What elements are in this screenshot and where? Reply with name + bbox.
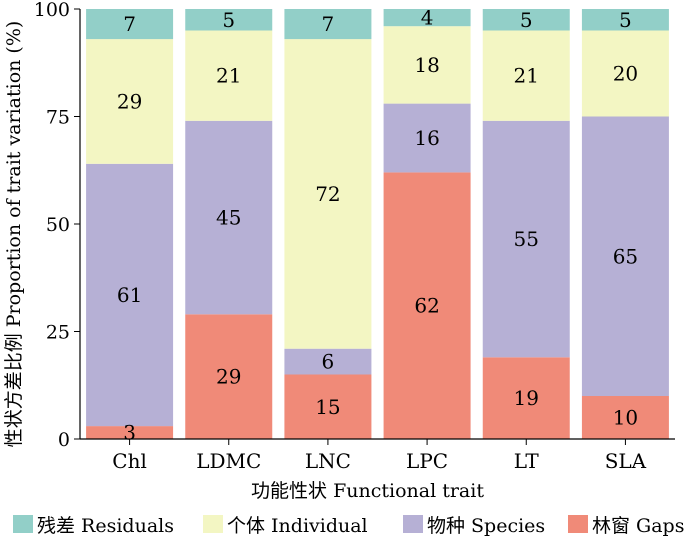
y-tick-label: 25 bbox=[46, 322, 70, 344]
data-label-ldmc-3: 21 bbox=[216, 64, 241, 88]
data-label-sla-4: 5 bbox=[619, 8, 632, 32]
bar-segment-sla-4 bbox=[581, 9, 669, 31]
data-label-lpc-4: 4 bbox=[421, 6, 434, 30]
y-tick-label: 50 bbox=[46, 214, 70, 236]
legend-label: 个体 Individual bbox=[227, 515, 368, 537]
x-tick-label: LNC bbox=[305, 449, 351, 473]
data-label-lnc-2: 6 bbox=[322, 350, 335, 374]
bar-segment-lt-4 bbox=[482, 9, 570, 31]
bars-group bbox=[86, 9, 669, 439]
legend-label: 残差 Residuals bbox=[37, 515, 174, 537]
data-label-lt-3: 21 bbox=[514, 64, 539, 88]
bar-segment-lt-3 bbox=[482, 30, 570, 121]
bar-segment-lnc-2 bbox=[284, 348, 372, 375]
data-label-lt-1: 19 bbox=[514, 386, 539, 410]
bar-segment-ldmc-4 bbox=[185, 9, 273, 31]
y-axis-title: 性状方差比例 Proportion of trait variation (%) bbox=[3, 21, 25, 448]
legend: 残差 Residuals 个体 Individual 物种 Species 林窗 Ga… bbox=[13, 515, 684, 537]
y-tick-label: 0 bbox=[58, 429, 70, 451]
data-label-lnc-4: 7 bbox=[322, 12, 335, 36]
legend-swatch bbox=[203, 515, 223, 533]
x-tick-label: LDMC bbox=[196, 449, 261, 473]
bar-segment-ldmc-1 bbox=[185, 314, 273, 439]
data-label-chl-3: 29 bbox=[117, 89, 142, 113]
bar-segment-lnc-3 bbox=[284, 39, 372, 349]
bar-segment-ldmc-2 bbox=[185, 120, 273, 315]
data-label-lpc-1: 62 bbox=[414, 294, 439, 318]
data-label-lnc-3: 72 bbox=[315, 182, 340, 206]
bar-segment-chl-4 bbox=[86, 9, 174, 40]
legend-label: 物种 Species bbox=[427, 515, 545, 537]
legend-swatch bbox=[13, 515, 33, 533]
bar-segment-lpc-2 bbox=[383, 103, 471, 173]
bar-segment-lnc-1 bbox=[284, 374, 372, 439]
y-tick-label: 75 bbox=[46, 107, 70, 129]
bar-segment-chl-3 bbox=[86, 39, 174, 164]
bar-segment-lpc-3 bbox=[383, 26, 471, 104]
data-label-lnc-1: 15 bbox=[315, 395, 340, 419]
legend-swatch bbox=[568, 515, 588, 533]
bar-segment-chl-1 bbox=[86, 426, 174, 439]
data-label-ldmc-1: 29 bbox=[216, 365, 241, 389]
legend-swatch bbox=[403, 515, 423, 533]
x-tick-label: Chl bbox=[112, 449, 147, 473]
bar-segment-sla-3 bbox=[581, 30, 669, 117]
bar-segment-lt-1 bbox=[482, 357, 570, 439]
y-tick-label: 100 bbox=[34, 0, 70, 21]
data-label-lt-4: 5 bbox=[520, 8, 533, 32]
data-label-lpc-2: 16 bbox=[414, 126, 439, 150]
x-tick-label: LPC bbox=[406, 449, 448, 473]
data-label-sla-3: 20 bbox=[613, 62, 638, 86]
bar-segment-sla-2 bbox=[581, 116, 669, 396]
data-label-ldmc-2: 45 bbox=[216, 206, 241, 230]
x-axis-title: 功能性状 Functional trait bbox=[251, 480, 484, 502]
bar-segment-lt-2 bbox=[482, 120, 570, 358]
data-label-lt-2: 55 bbox=[514, 227, 539, 251]
legend-label: 林窗 Gaps bbox=[592, 515, 684, 537]
bar-segment-chl-2 bbox=[86, 163, 174, 427]
x-tick-label: LT bbox=[514, 449, 540, 473]
bar-segment-lpc-4 bbox=[383, 9, 471, 27]
bar-segment-lnc-4 bbox=[284, 9, 372, 40]
x-tick-label: SLA bbox=[605, 449, 647, 473]
data-label-sla-2: 65 bbox=[613, 244, 638, 268]
bar-segment-sla-1 bbox=[581, 396, 669, 439]
data-label-ldmc-4: 5 bbox=[222, 8, 235, 32]
data-label-sla-1: 10 bbox=[613, 406, 638, 430]
bar-segment-lpc-1 bbox=[383, 172, 471, 439]
bar-segment-ldmc-3 bbox=[185, 30, 273, 121]
data-label-lpc-3: 18 bbox=[414, 53, 439, 77]
data-label-chl-2: 61 bbox=[117, 283, 142, 307]
data-label-chl-4: 7 bbox=[123, 12, 136, 36]
